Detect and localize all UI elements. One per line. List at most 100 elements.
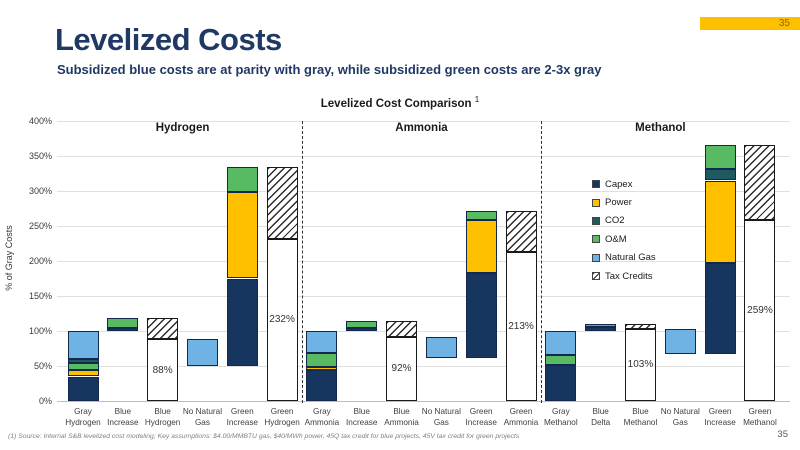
- bar-segment-capex: [67, 376, 99, 401]
- x-axis-label-line: Hydrogen: [65, 418, 101, 428]
- x-axis-label-line: Hydrogen: [264, 418, 300, 428]
- bar-segment-net: 232%: [266, 238, 298, 401]
- bar-segment-credits: [147, 318, 179, 340]
- bar-value-label: 259%: [747, 304, 773, 316]
- x-axis-label-line: Methanol: [623, 418, 658, 428]
- x-axis-label-line: Increase: [704, 418, 736, 428]
- x-axis-label: Green Hydrogen: [259, 406, 305, 429]
- bar-segment-om: [306, 353, 338, 368]
- legend-swatch-gas: [592, 253, 600, 262]
- legend-swatch-credits: [592, 272, 600, 281]
- x-axis-label: Green Ammonia: [498, 406, 544, 429]
- bar-segment-capex: [107, 328, 139, 331]
- x-axis-label: Green Increase: [697, 406, 743, 429]
- x-axis-label-line: Delta: [591, 418, 611, 428]
- chart-title: Levelized Cost Comparison 1: [0, 95, 800, 110]
- x-axis-label-line: Gas: [433, 418, 449, 428]
- chart-title-text: Levelized Cost Comparison: [320, 97, 472, 110]
- x-axis-label: Blue Methanol: [617, 406, 663, 429]
- bar-value-label: 88%: [152, 364, 173, 376]
- page-accent-bar: 35: [700, 17, 800, 30]
- x-axis-label-line: Green: [748, 407, 772, 416]
- bar-segment-om: [585, 324, 617, 327]
- gridline: [57, 261, 790, 262]
- y-tick-label: 400%: [28, 115, 52, 126]
- x-axis-label: No Natural Gas: [657, 406, 703, 429]
- x-axis-label-line: No Natural: [421, 407, 461, 416]
- page-number: 35: [777, 429, 788, 440]
- legend-item-om: O&M: [592, 230, 656, 248]
- bar-segment-power: [704, 180, 736, 264]
- x-axis-label-line: No Natural: [182, 407, 223, 416]
- y-tick-label: 50%: [33, 360, 52, 371]
- bar-segment-co2: [704, 168, 736, 181]
- group-separator: [540, 121, 542, 403]
- legend-label: Capex: [605, 178, 633, 190]
- legend-label: Tax Credits: [605, 270, 653, 282]
- legend-label: CO2: [605, 215, 625, 227]
- x-axis-label-line: Green: [708, 407, 732, 416]
- bar-segment-gas: [545, 331, 577, 355]
- bar-segment-capex: [545, 365, 577, 401]
- x-axis-label-line: Increase: [107, 418, 139, 428]
- bar-segment-om: [346, 320, 378, 328]
- gridline: [57, 366, 790, 367]
- bar-segment-net: 92%: [386, 336, 418, 401]
- legend-item-co2: CO2: [592, 212, 656, 230]
- footnote: (1) Source: Internal S&B levelized cost …: [8, 433, 520, 440]
- bar-segment-capex: [226, 278, 258, 366]
- bar-value-label: 92%: [391, 363, 412, 375]
- bar-segment-credits: [266, 166, 298, 239]
- x-axis-label-line: No Natural: [660, 407, 700, 416]
- y-tick-label: 0%: [38, 395, 52, 406]
- x-axis-label-line: Gas: [194, 418, 210, 428]
- bar-segment-power: [306, 367, 338, 371]
- x-axis-label-line: Gray: [313, 407, 331, 416]
- x-axis-label: Green Methanol: [737, 406, 783, 429]
- bar-segment-net: 103%: [624, 328, 656, 401]
- bar-segment-power: [226, 192, 258, 279]
- x-axis-label-line: Blue: [592, 407, 609, 416]
- bar-value-label: 232%: [269, 314, 295, 326]
- legend-label: O&M: [605, 233, 627, 245]
- y-tick-label: 300%: [28, 185, 52, 196]
- legend-item-capex: Capex: [592, 175, 656, 193]
- chart-legend: Capex Power CO2 O&M Natural Gas Tax Credits: [592, 175, 656, 285]
- bar-value-label: 103%: [627, 359, 654, 371]
- bar-segment-gas: [306, 331, 338, 354]
- legend-swatch-capex: [592, 180, 600, 189]
- y-tick-label: 250%: [28, 220, 52, 231]
- group-separator: [302, 121, 303, 403]
- legend-item-gas: Natural Gas: [592, 249, 656, 267]
- x-axis-label: No Natural Gas: [418, 406, 464, 429]
- x-axis-label-line: Green: [509, 407, 533, 416]
- bar-segment-power: [465, 220, 497, 273]
- bar-segment-gas: [664, 328, 696, 355]
- bar-segment-gas: [67, 331, 99, 359]
- x-axis-label: Blue Delta: [578, 406, 624, 429]
- x-axis-label-line: Methanol: [543, 418, 578, 428]
- x-axis-label-line: Blue: [154, 407, 171, 416]
- x-axis-label-line: Green: [270, 407, 294, 416]
- x-axis-label-line: Blue: [353, 407, 370, 416]
- x-axis-label-line: Increase: [465, 418, 497, 428]
- bar-segment-om: [704, 144, 736, 169]
- group-header: Methanol: [635, 122, 686, 134]
- x-axis-label-line: Gray: [74, 407, 92, 416]
- bar-segment-credits: [744, 144, 776, 220]
- page-title: Levelized Costs: [55, 22, 282, 57]
- chart-title-footnote-marker: 1: [474, 95, 480, 104]
- x-axis-label-line: Blue: [114, 407, 131, 416]
- bar-value-label: 213%: [508, 320, 534, 332]
- x-axis-label-line: Gas: [672, 418, 688, 428]
- bar-segment-net: 88%: [147, 339, 179, 401]
- bar-segment-gas: [186, 339, 218, 366]
- y-tick-label: 200%: [28, 255, 52, 266]
- x-axis-label-line: Methanol: [743, 418, 777, 428]
- bar-segment-capex: [585, 326, 617, 331]
- x-axis-label-line: Ammonia: [304, 418, 340, 428]
- legend-swatch-co2: [592, 216, 600, 225]
- y-tick-label: 350%: [28, 150, 52, 161]
- legend-item-power: Power: [592, 193, 656, 211]
